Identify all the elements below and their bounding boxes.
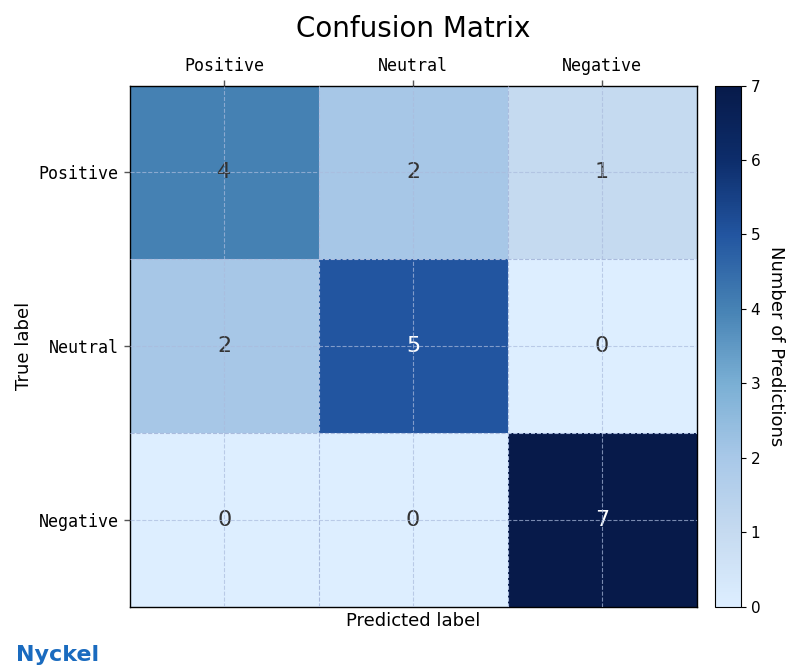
Text: 2: 2 xyxy=(406,163,420,182)
Text: 0: 0 xyxy=(595,336,609,356)
Text: 4: 4 xyxy=(217,163,231,182)
Title: Confusion Matrix: Confusion Matrix xyxy=(296,15,530,43)
Text: Nyckel: Nyckel xyxy=(16,645,99,665)
X-axis label: Predicted label: Predicted label xyxy=(346,612,480,630)
Text: 7: 7 xyxy=(595,510,609,530)
Text: 1: 1 xyxy=(595,163,609,182)
Text: 2: 2 xyxy=(217,336,231,356)
Text: 5: 5 xyxy=(406,336,420,356)
Y-axis label: Number of Predictions: Number of Predictions xyxy=(767,246,786,446)
Text: 0: 0 xyxy=(217,510,231,530)
Text: 0: 0 xyxy=(406,510,420,530)
Y-axis label: True label: True label xyxy=(15,302,33,390)
